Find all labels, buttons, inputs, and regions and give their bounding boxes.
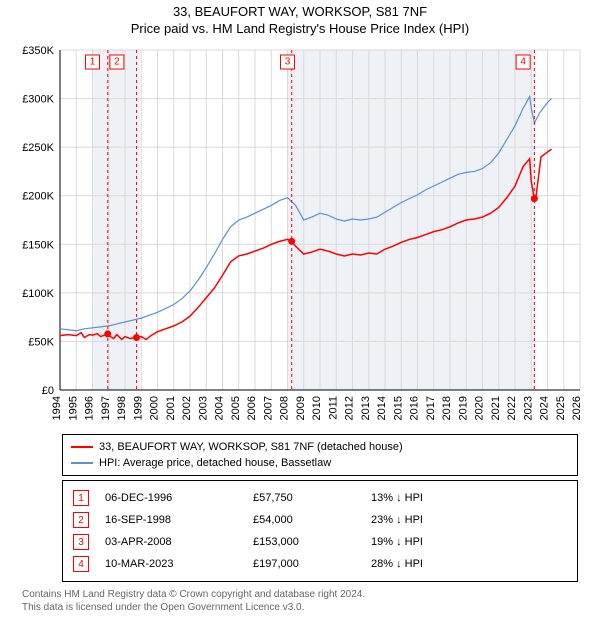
svg-text:2000: 2000 bbox=[149, 396, 161, 420]
tx-date: 10-MAR-2023 bbox=[105, 558, 245, 570]
tx-date: 03-APR-2008 bbox=[105, 536, 245, 548]
svg-text:2023: 2023 bbox=[522, 396, 534, 420]
legend: 33, BEAUFORT WAY, WORKSOP, S81 7NF (deta… bbox=[62, 434, 578, 476]
svg-text:2002: 2002 bbox=[181, 396, 193, 420]
svg-text:£100K: £100K bbox=[22, 288, 54, 300]
svg-text:1997: 1997 bbox=[100, 396, 112, 420]
svg-text:1998: 1998 bbox=[116, 396, 128, 420]
svg-text:2003: 2003 bbox=[197, 396, 209, 420]
legend-swatch-price bbox=[71, 446, 93, 448]
table-row: 4 10-MAR-2023 £197,000 28% ↓ HPI bbox=[73, 553, 567, 575]
footer-line-2: This data is licensed under the Open Gov… bbox=[22, 601, 578, 614]
svg-text:£200K: £200K bbox=[22, 191, 54, 203]
svg-text:2007: 2007 bbox=[262, 396, 274, 420]
tx-marker-4: 4 bbox=[73, 556, 89, 572]
svg-text:2009: 2009 bbox=[295, 396, 307, 420]
svg-text:£300K: £300K bbox=[22, 94, 54, 106]
svg-text:2017: 2017 bbox=[425, 396, 437, 420]
chart-subtitle: Price paid vs. HM Land Registry's House … bbox=[0, 21, 600, 36]
tx-price: £54,000 bbox=[253, 514, 363, 526]
svg-text:£0: £0 bbox=[42, 385, 54, 397]
svg-text:2010: 2010 bbox=[311, 396, 323, 420]
svg-text:2021: 2021 bbox=[490, 396, 502, 420]
chart-area: £0 £50K £100K £150K £200K £250K £300K £350K 1994… bbox=[0, 40, 600, 430]
svg-text:£150K: £150K bbox=[22, 239, 54, 251]
svg-text:2020: 2020 bbox=[474, 396, 486, 420]
legend-label-price: 33, BEAUFORT WAY, WORKSOP, S81 7NF (deta… bbox=[99, 441, 403, 453]
svg-text:1: 1 bbox=[90, 57, 96, 68]
svg-text:2011: 2011 bbox=[327, 396, 339, 420]
legend-swatch-hpi bbox=[71, 462, 93, 464]
svg-text:2019: 2019 bbox=[457, 396, 469, 420]
footer: Contains HM Land Registry data © Crown c… bbox=[22, 588, 578, 614]
table-row: 1 06-DEC-1996 £57,750 13% ↓ HPI bbox=[73, 487, 567, 509]
svg-text:1999: 1999 bbox=[132, 396, 144, 420]
svg-text:2004: 2004 bbox=[214, 396, 226, 420]
svg-text:1994: 1994 bbox=[51, 396, 63, 420]
svg-text:£250K: £250K bbox=[22, 142, 54, 154]
tx-date: 16-SEP-1998 bbox=[105, 514, 245, 526]
svg-text:2016: 2016 bbox=[409, 396, 421, 420]
tx-price: £57,750 bbox=[253, 492, 363, 504]
tx-marker-3: 3 bbox=[73, 534, 89, 550]
tx-marker-1: 1 bbox=[73, 490, 89, 506]
tx-date: 06-DEC-1996 bbox=[105, 492, 245, 504]
svg-text:2025: 2025 bbox=[555, 396, 567, 420]
legend-row-hpi: HPI: Average price, detached house, Bass… bbox=[71, 455, 569, 471]
svg-text:2026: 2026 bbox=[571, 396, 583, 420]
table-row: 2 16-SEP-1998 £54,000 23% ↓ HPI bbox=[73, 509, 567, 531]
svg-text:2001: 2001 bbox=[165, 396, 177, 420]
tx-hpi: 19% ↓ HPI bbox=[371, 536, 491, 548]
table-row: 3 03-APR-2008 £153,000 19% ↓ HPI bbox=[73, 531, 567, 553]
svg-text:2014: 2014 bbox=[376, 396, 388, 420]
footer-line-1: Contains HM Land Registry data © Crown c… bbox=[22, 588, 578, 601]
chart-svg: £0 £50K £100K £150K £200K £250K £300K £350K 1994… bbox=[0, 40, 600, 430]
legend-row-price: 33, BEAUFORT WAY, WORKSOP, S81 7NF (deta… bbox=[71, 439, 569, 455]
svg-text:2024: 2024 bbox=[539, 396, 551, 420]
legend-label-hpi: HPI: Average price, detached house, Bass… bbox=[99, 457, 331, 469]
chart-title: 33, BEAUFORT WAY, WORKSOP, S81 7NF bbox=[0, 4, 600, 19]
svg-text:1996: 1996 bbox=[84, 396, 96, 420]
svg-text:2008: 2008 bbox=[279, 396, 291, 420]
tx-marker-2: 2 bbox=[73, 512, 89, 528]
tx-price: £153,000 bbox=[253, 536, 363, 548]
transactions-table: 1 06-DEC-1996 £57,750 13% ↓ HPI 2 16-SEP… bbox=[62, 480, 578, 582]
svg-text:2006: 2006 bbox=[246, 396, 258, 420]
svg-text:£350K: £350K bbox=[22, 45, 54, 57]
svg-text:2012: 2012 bbox=[344, 396, 356, 420]
tx-hpi: 13% ↓ HPI bbox=[371, 492, 491, 504]
tx-price: £197,000 bbox=[253, 558, 363, 570]
tx-hpi: 23% ↓ HPI bbox=[371, 514, 491, 526]
svg-text:2013: 2013 bbox=[360, 396, 372, 420]
svg-text:2015: 2015 bbox=[392, 396, 404, 420]
svg-text:3: 3 bbox=[285, 57, 291, 68]
tx-hpi: 28% ↓ HPI bbox=[371, 558, 491, 570]
svg-text:4: 4 bbox=[520, 57, 526, 68]
svg-text:2005: 2005 bbox=[230, 396, 242, 420]
svg-text:1995: 1995 bbox=[67, 396, 79, 420]
svg-text:2022: 2022 bbox=[506, 396, 518, 420]
svg-text:£50K: £50K bbox=[28, 336, 54, 348]
svg-text:2018: 2018 bbox=[441, 396, 453, 420]
svg-text:2: 2 bbox=[114, 57, 120, 68]
